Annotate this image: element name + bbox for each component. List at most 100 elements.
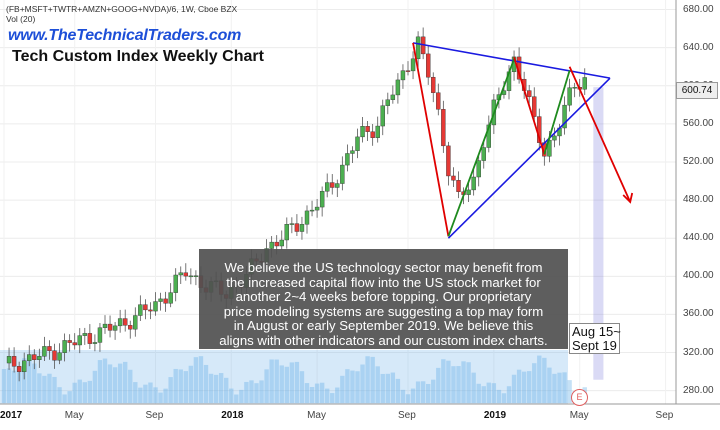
candle-down bbox=[365, 126, 370, 132]
volume-bar bbox=[208, 373, 214, 403]
volume-bar bbox=[426, 383, 431, 403]
volume-bar bbox=[128, 369, 133, 403]
candle-up bbox=[562, 104, 567, 129]
x-tick-label: May bbox=[307, 410, 326, 421]
callout-line: Aug 15~ bbox=[572, 324, 621, 339]
candle-up bbox=[572, 87, 577, 89]
volume-bar bbox=[22, 358, 27, 403]
candle-up bbox=[158, 298, 163, 302]
candle-down bbox=[532, 96, 537, 117]
volume-bar bbox=[451, 366, 456, 403]
candle-up bbox=[471, 176, 476, 191]
volume-bar bbox=[496, 389, 502, 403]
volume-bar bbox=[239, 389, 244, 403]
candle-up bbox=[279, 239, 284, 247]
candle-up bbox=[168, 292, 173, 304]
note-line: We believe the US technology sector may … bbox=[224, 260, 543, 275]
note-line: another 2~4 weeks before topping. Our pr… bbox=[235, 289, 532, 305]
projection-zone-rect bbox=[593, 87, 604, 380]
volume-bar bbox=[340, 375, 345, 403]
candle-up bbox=[476, 160, 481, 178]
candle-up bbox=[415, 36, 421, 60]
candle-up bbox=[335, 183, 340, 188]
volume-bar bbox=[77, 379, 82, 403]
candle-up bbox=[77, 335, 82, 346]
volume-bar bbox=[97, 360, 103, 403]
candle-down bbox=[431, 76, 436, 93]
candle-down bbox=[446, 145, 451, 177]
volume-bar bbox=[112, 367, 118, 403]
note-line: aligns with other indicators and our cus… bbox=[219, 332, 548, 348]
volume-bar bbox=[481, 386, 486, 403]
volume-bar bbox=[506, 386, 512, 403]
candle-up bbox=[112, 325, 118, 331]
volume-bar bbox=[284, 366, 289, 403]
candle-up bbox=[567, 87, 572, 106]
volume-bar bbox=[133, 382, 138, 403]
volume-bar bbox=[390, 372, 396, 403]
volume-bar bbox=[567, 380, 572, 403]
candle-up bbox=[309, 209, 315, 212]
y-tick-label: 400.00 bbox=[683, 270, 714, 282]
candle-up bbox=[42, 346, 47, 357]
candle-up bbox=[299, 224, 305, 232]
candle-up bbox=[345, 153, 350, 166]
date-callout: Aug 15~ Sept 19 bbox=[569, 323, 621, 354]
trendline-red bbox=[412, 42, 450, 237]
trendline-green bbox=[447, 58, 515, 237]
volume-bar bbox=[158, 392, 163, 403]
volume-bar bbox=[405, 394, 411, 403]
volume-bar bbox=[269, 359, 274, 403]
volume-bar bbox=[218, 373, 224, 403]
candle-up bbox=[62, 340, 67, 353]
candle-up bbox=[319, 191, 325, 208]
volume-bar bbox=[415, 381, 421, 403]
x-tick-label: Sep bbox=[655, 410, 674, 421]
volume-bar bbox=[360, 364, 365, 403]
candle-down bbox=[16, 366, 22, 373]
candle-up bbox=[481, 147, 486, 161]
volume-bar bbox=[1, 369, 7, 403]
volume-bar bbox=[335, 387, 340, 403]
volume-bar bbox=[471, 372, 476, 403]
candle-down bbox=[122, 318, 128, 326]
candle-down bbox=[527, 90, 532, 97]
volume-bar bbox=[203, 364, 209, 403]
candle-up bbox=[582, 77, 587, 90]
candle-up bbox=[173, 274, 178, 293]
candle-down bbox=[441, 109, 446, 147]
volume-bar bbox=[294, 361, 300, 403]
volume-bar bbox=[304, 383, 310, 403]
volume-bar bbox=[92, 370, 98, 403]
volume-bar bbox=[102, 358, 108, 403]
candle-up bbox=[304, 210, 310, 225]
candle-down bbox=[370, 131, 375, 138]
volume-bar bbox=[57, 387, 62, 403]
candle-up bbox=[178, 272, 183, 276]
earnings-marker[interactable]: E bbox=[571, 389, 588, 406]
volume-bar bbox=[82, 382, 87, 403]
x-tick-label: May bbox=[569, 410, 589, 421]
symbol-label: (FB+MSFT+TWTR+AMZN+GOOG+NVDA)/6, 1W, Cbo… bbox=[6, 4, 238, 14]
candle-up bbox=[410, 58, 416, 72]
callout-line: Sept 19 bbox=[572, 338, 617, 353]
volume-bar bbox=[299, 371, 305, 403]
candle-up bbox=[400, 70, 406, 81]
candle-up bbox=[340, 164, 345, 184]
candle-up bbox=[193, 275, 199, 277]
volume-bar bbox=[163, 388, 168, 403]
volume-bar bbox=[198, 356, 204, 403]
candle-up bbox=[375, 125, 380, 138]
note-line: the increased capital flow into the US s… bbox=[226, 274, 541, 290]
candle-up bbox=[380, 105, 385, 127]
candle-up bbox=[325, 182, 330, 192]
trendline-blue bbox=[412, 42, 611, 79]
volume-bar bbox=[400, 389, 406, 403]
candle-up bbox=[314, 206, 320, 211]
candle-up bbox=[82, 333, 88, 336]
volume-bar bbox=[491, 383, 497, 403]
volume-bar bbox=[213, 374, 219, 403]
y-tick-label: 320.00 bbox=[683, 346, 714, 358]
volume-bar bbox=[72, 382, 77, 403]
